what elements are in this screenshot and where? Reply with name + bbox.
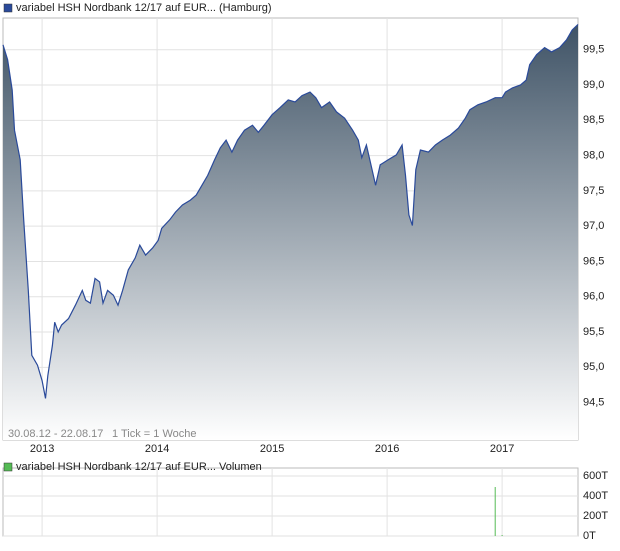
x-tick-label: 2017 — [490, 443, 514, 455]
y-tick-label: 98,0 — [583, 150, 604, 162]
y-tick-label: 0T — [583, 530, 596, 542]
volume-bar — [501, 535, 503, 536]
y-tick-label: 600T — [583, 470, 608, 482]
x-tick-label: 2014 — [145, 443, 169, 455]
tick-note: 1 Tick = 1 Woche — [112, 428, 196, 440]
y-tick-label: 94,5 — [583, 397, 604, 409]
y-tick-label: 99,5 — [583, 44, 604, 56]
legend-swatch — [3, 462, 13, 472]
date-range-note: 30.08.12 - 22.08.17 — [8, 428, 103, 440]
y-tick-label: 96,0 — [583, 291, 604, 303]
y-tick-label: 99,0 — [583, 79, 604, 91]
legend-label: variabel HSH Nordbank 12/17 auf EUR... V… — [16, 461, 262, 473]
legend-swatch — [3, 3, 13, 13]
volume-bar — [494, 487, 496, 536]
y-tick-label: 95,0 — [583, 361, 604, 373]
legend-label: variabel HSH Nordbank 12/17 auf EUR... (… — [16, 2, 272, 14]
plot-frame — [2, 467, 579, 537]
y-tick-label: 400T — [583, 490, 608, 502]
y-tick-label: 97,0 — [583, 220, 604, 232]
x-tick-label: 2015 — [260, 443, 284, 455]
y-tick-label: 96,5 — [583, 255, 604, 267]
y-tick-label: 200T — [583, 510, 608, 522]
area — [3, 24, 578, 441]
y-tick-label: 98,5 — [583, 114, 604, 126]
line — [2, 23, 579, 399]
x-tick-label: 2013 — [30, 443, 54, 455]
y-tick-label: 95,5 — [583, 326, 604, 338]
x-tick-label: 2016 — [375, 443, 399, 455]
y-tick-label: 97,5 — [583, 185, 604, 197]
